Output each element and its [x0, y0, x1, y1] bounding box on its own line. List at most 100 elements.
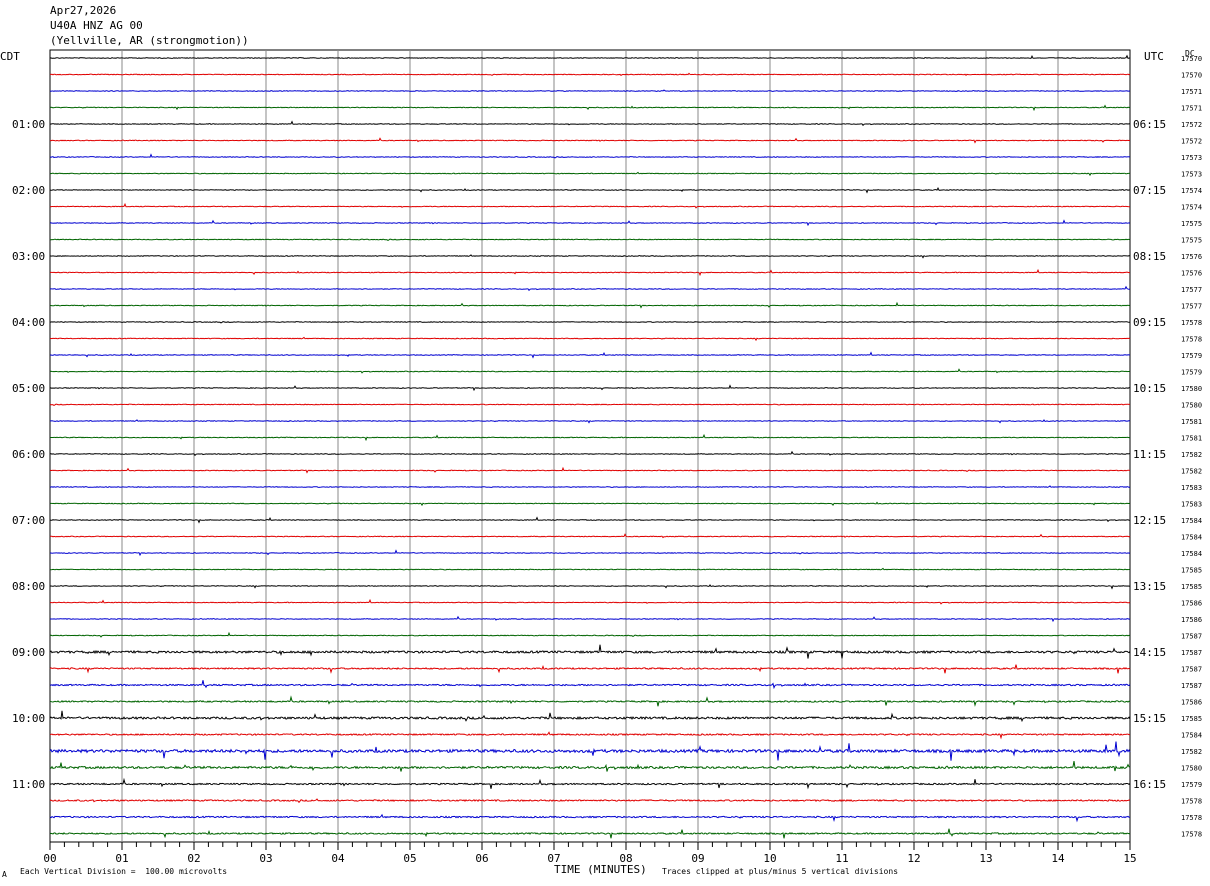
trace-row-44: [49, 760, 1131, 772]
x-tick-label: 14: [1051, 852, 1065, 865]
trace-row-45: [49, 777, 1131, 790]
trace-row-6: [49, 137, 1131, 144]
left-hour-label: 08:00: [12, 580, 45, 593]
dc-offset-label: 17579: [1181, 369, 1202, 377]
trace-row-38: [49, 664, 1131, 674]
dc-offset-label: 17584: [1181, 732, 1202, 740]
header-station: U40A HNZ AG 00: [50, 19, 143, 32]
trace-row-19: [49, 351, 1131, 359]
trace-row-14: [49, 268, 1131, 277]
x-tick-label: 04: [331, 852, 345, 865]
dc-offset-label: 17584: [1181, 534, 1202, 542]
dc-offset-label: 17585: [1181, 715, 1202, 723]
dc-offset-label: 17579: [1181, 352, 1202, 360]
trace-row-7: [49, 153, 1131, 159]
dc-offset-label: 17576: [1181, 270, 1202, 278]
dc-offset-label: 17570: [1181, 72, 1202, 80]
dc-offset-label: 17582: [1181, 451, 1202, 459]
right-hour-label: 15:15: [1133, 712, 1166, 725]
trace-row-48: [49, 828, 1131, 839]
trace-row-34: [49, 598, 1131, 605]
x-tick-label: 07: [547, 852, 560, 865]
dc-offset-label: 17586: [1181, 699, 1202, 707]
dc-offset-label: 17584: [1181, 550, 1202, 558]
left-axis-title: CDT: [0, 50, 20, 63]
x-axis-label: TIME (MINUTES): [554, 863, 647, 876]
trace-row-33: [49, 584, 1131, 590]
x-tick-label: 02: [187, 852, 200, 865]
trace-row-37: [49, 644, 1131, 659]
dc-offset-label: 17587: [1181, 682, 1202, 690]
trace-row-27: [49, 485, 1131, 488]
dc-offset-label: 17582: [1181, 468, 1202, 476]
right-hour-label: 11:15: [1133, 448, 1166, 461]
dc-offset-label: 17587: [1181, 666, 1202, 674]
left-hour-label: 09:00: [12, 646, 45, 659]
trace-row-32: [49, 567, 1131, 571]
trace-row-26: [49, 466, 1131, 474]
trace-row-36: [49, 631, 1131, 638]
dc-offset-label: 17573: [1181, 171, 1202, 179]
header-location: (Yellville, AR (strongmotion)): [50, 34, 249, 47]
right-hour-label: 09:15: [1133, 316, 1166, 329]
trace-row-29: [49, 516, 1131, 524]
trace-row-31: [49, 549, 1131, 557]
dc-offset-label: 17577: [1181, 303, 1202, 311]
x-tick-label: 09: [691, 852, 704, 865]
dc-offset-label: 17580: [1181, 765, 1202, 773]
plot-frame: [49, 49, 1131, 843]
dc-offset-label: 17587: [1181, 649, 1202, 657]
dc-offset-label: 17582: [1181, 748, 1202, 756]
x-tick-label: 03: [259, 852, 272, 865]
dc-offset-label: 17585: [1181, 567, 1202, 575]
trace-row-40: [49, 695, 1131, 707]
trace-row-24: [49, 433, 1131, 442]
dc-offset-label: 17575: [1181, 220, 1202, 228]
dc-offset-label: 17579: [1181, 781, 1202, 789]
x-tick-label: 00: [43, 852, 56, 865]
trace-row-16: [49, 301, 1131, 309]
trace-row-17: [49, 321, 1131, 324]
right-hour-label: 10:15: [1133, 382, 1166, 395]
trace-row-15: [49, 285, 1131, 292]
dc-offset-label: 17574: [1181, 204, 1202, 212]
dc-offset-label: 17570: [1181, 55, 1202, 63]
dc-offset-label: 17581: [1181, 418, 1202, 426]
x-tick-label: 01: [115, 852, 128, 865]
dc-offset-label: 17583: [1181, 501, 1202, 509]
x-tick-label: 08: [619, 852, 632, 865]
trace-row-2: [49, 72, 1131, 76]
trace-row-28: [49, 501, 1131, 507]
left-hour-label: 07:00: [12, 514, 45, 527]
trace-row-3: [49, 89, 1131, 92]
dc-offset-label: 17586: [1181, 616, 1202, 624]
x-tick-label: 10: [763, 852, 776, 865]
right-axis-title: UTC: [1144, 50, 1164, 63]
clip-note: Traces clipped at plus/minus 5 vertical …: [662, 867, 899, 876]
dc-offset-label: 17586: [1181, 600, 1202, 608]
trace-row-4: [49, 104, 1131, 112]
left-hour-label: 10:00: [12, 712, 45, 725]
scale-note: Each Vertical Division = 100.00 microvol…: [20, 867, 228, 876]
right-hour-label: 08:15: [1133, 250, 1166, 263]
left-hour-label: 01:00: [12, 118, 45, 131]
x-tick-label: 15: [1123, 852, 1136, 865]
left-hour-label: 03:00: [12, 250, 45, 263]
dc-offset-label: 17577: [1181, 286, 1202, 294]
right-hour-label: 06:15: [1133, 118, 1166, 131]
dc-offset-label: 17580: [1181, 385, 1202, 393]
trace-row-9: [49, 186, 1131, 194]
dc-offset-label: 17575: [1181, 237, 1202, 245]
trace-row-23: [49, 419, 1131, 424]
dc-offset-label: 17587: [1181, 633, 1202, 641]
dc-offset-label: 17578: [1181, 814, 1202, 822]
dc-offset-label: 17578: [1181, 831, 1202, 839]
trace-row-1: [49, 54, 1131, 59]
dc-offset-label: 17578: [1181, 336, 1202, 344]
trace-row-22: [49, 403, 1131, 406]
trace-row-30: [49, 533, 1131, 539]
dc-offset-label: 17585: [1181, 583, 1202, 591]
trace-row-12: [49, 238, 1131, 241]
dc-offset-label: 17572: [1181, 138, 1202, 146]
dc-offset-label: 17578: [1181, 798, 1202, 806]
